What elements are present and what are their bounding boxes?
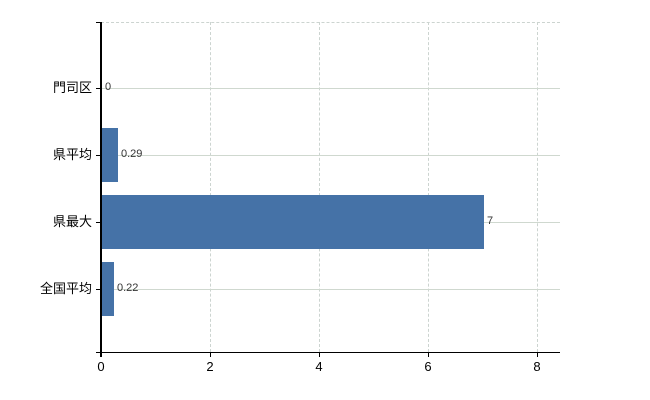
bar-value-label: 0: [105, 81, 112, 93]
x-axis-line: [96, 352, 560, 353]
y-axis-tick: [96, 155, 101, 156]
gridline-horizontal: [101, 155, 560, 156]
category-label: 県最大: [52, 214, 92, 229]
bar-value-label: 0.22: [117, 282, 139, 294]
bar-value-label: 7: [487, 215, 494, 227]
x-axis-tick: [428, 352, 429, 357]
gridline-vertical: [319, 22, 320, 352]
x-tick-label: 4: [315, 359, 323, 374]
gridline-vertical: [428, 22, 429, 352]
x-tick-label: 0: [97, 359, 105, 374]
y-axis-tick: [96, 22, 101, 23]
bar: [102, 195, 484, 249]
gridline-vertical: [537, 22, 538, 352]
x-tick-label: 8: [533, 359, 541, 374]
bar-value-label: 0.29: [121, 148, 143, 160]
gridline-horizontal: [101, 88, 560, 89]
gridline-top: [101, 22, 560, 23]
x-axis-tick: [210, 352, 211, 357]
y-axis-tick: [96, 289, 101, 290]
bar: [102, 262, 114, 316]
x-axis-tick: [101, 352, 102, 357]
gridline-vertical: [210, 22, 211, 352]
y-axis-line: [100, 22, 102, 357]
gridline-horizontal: [101, 289, 560, 290]
bar: [102, 128, 118, 182]
x-axis-tick: [537, 352, 538, 357]
x-tick-label: 6: [424, 359, 432, 374]
y-axis-tick: [96, 222, 101, 223]
category-label: 全国平均: [39, 281, 92, 296]
x-axis-tick: [319, 352, 320, 357]
category-label: 県平均: [52, 147, 92, 162]
y-axis-tick: [96, 88, 101, 89]
category-label: 門司区: [52, 80, 92, 95]
x-tick-label: 2: [206, 359, 214, 374]
